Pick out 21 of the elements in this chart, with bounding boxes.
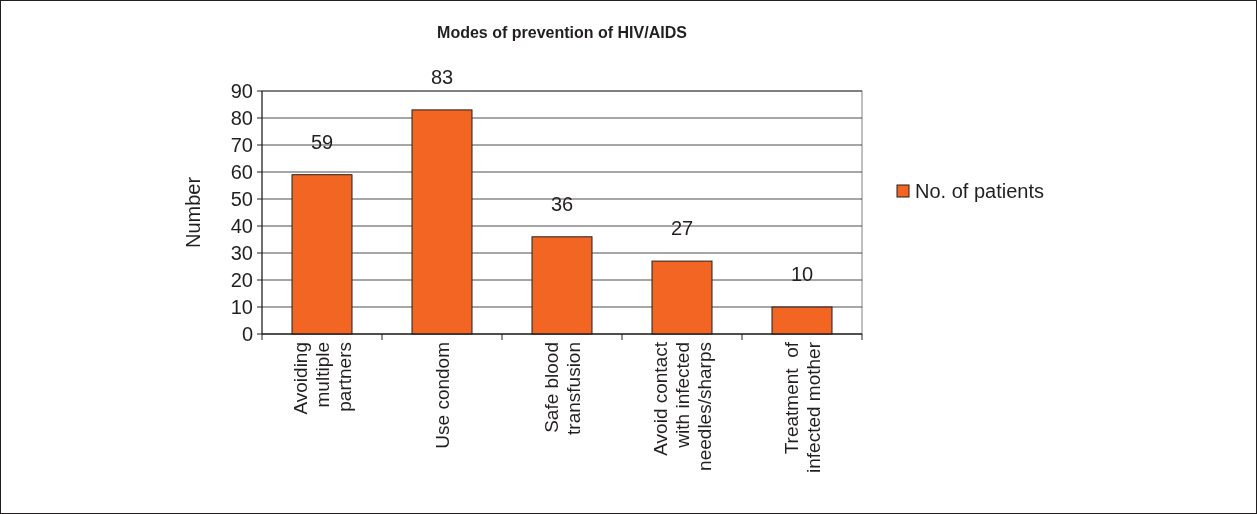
y-tick-label: 0 bbox=[241, 323, 253, 345]
x-tick-label: Avoiding multiple partners bbox=[290, 342, 355, 415]
y-axis-title: Number bbox=[182, 176, 204, 249]
x-tick-label: Safe blood transfusion bbox=[541, 342, 584, 435]
data-label: 36 bbox=[550, 192, 574, 215]
y-tick-label: 80 bbox=[230, 107, 253, 129]
y-tick-label: 60 bbox=[230, 161, 253, 183]
y-tick-label: 40 bbox=[230, 215, 253, 237]
data-label: 83 bbox=[430, 65, 454, 88]
chart-title: Modes of prevention of HIV/AIDS bbox=[437, 24, 688, 41]
data-label: 59 bbox=[310, 130, 334, 153]
y-tick-label: 30 bbox=[230, 242, 253, 264]
data-label: 27 bbox=[670, 217, 694, 240]
y-tick-label: 90 bbox=[230, 80, 253, 102]
y-tick-label: 50 bbox=[230, 188, 253, 210]
legend-label: No. of patients bbox=[915, 180, 1044, 202]
y-tick-label: 70 bbox=[230, 134, 253, 156]
y-tick-label: 20 bbox=[230, 269, 253, 291]
data-label: 10 bbox=[790, 263, 814, 285]
y-tick-label: 10 bbox=[230, 296, 253, 318]
x-tick-label: Use condom bbox=[432, 342, 453, 449]
